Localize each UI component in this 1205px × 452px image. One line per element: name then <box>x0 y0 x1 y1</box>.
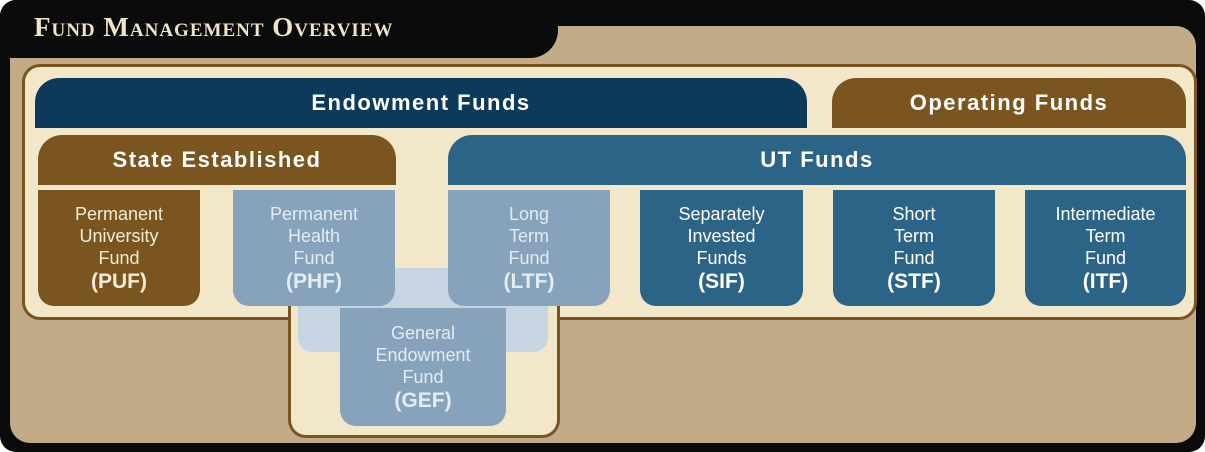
fund-box: Short Term Fund (STF) <box>833 190 995 306</box>
fund-abbr: (ITF) <box>1082 270 1129 293</box>
fund-name-line: Term <box>894 226 934 246</box>
fund-name-line: Fund <box>1084 248 1127 268</box>
fund-name-line: Term <box>509 226 549 246</box>
fund-name-line: Permanent <box>74 204 164 224</box>
fund-name-line: Fund <box>402 367 444 387</box>
fund-box: Separately Invested Funds (SIF) <box>640 190 803 306</box>
fund-box: Intermediate Term Fund (ITF) <box>1025 190 1186 306</box>
fund-name-line: Intermediate <box>1055 204 1156 224</box>
fund-name-line: General <box>390 323 456 343</box>
fund-name-line: Health <box>287 226 341 246</box>
fund-name-line: Term <box>1085 226 1126 246</box>
title-tab <box>0 0 558 58</box>
operating-header: Operating Funds <box>832 78 1186 128</box>
fund-name-line: Fund <box>98 248 140 268</box>
fund-name-line: Fund <box>893 248 935 268</box>
title: Fund Management Overview <box>34 12 394 42</box>
fund-abbr: (PUF) <box>91 270 147 293</box>
state-header: State Established <box>38 135 396 185</box>
fund-box: Permanent University Fund (PUF) <box>38 190 200 306</box>
fund-name-line: Long <box>508 204 550 224</box>
fund-name-line: Short <box>892 204 936 224</box>
endowment-header: Endowment Funds <box>35 78 807 128</box>
fund-abbr: (STF) <box>887 270 941 293</box>
ut-header: UT Funds <box>448 135 1186 185</box>
fund-name-line: University <box>79 226 159 246</box>
fund-name-line: Fund <box>508 248 550 268</box>
fund-name-line: Invested <box>687 226 756 246</box>
fund-box: Permanent Health Fund (PHF) <box>233 190 395 306</box>
fund-abbr: (GEF) <box>394 389 452 412</box>
fund-abbr: (PHF) <box>286 270 342 293</box>
fund-box: General Endowment Fund (GEF) <box>340 308 506 426</box>
fund-box: Long Term Fund (LTF) <box>448 190 610 306</box>
fund-name-line: Permanent <box>269 204 359 224</box>
fund-abbr: (LTF) <box>503 270 555 293</box>
fund-name-line: Endowment <box>375 345 471 365</box>
fund-name-line: Separately <box>678 204 765 224</box>
fund-abbr: (SIF) <box>698 270 745 293</box>
fund-name-line: Fund <box>293 248 335 268</box>
fund-name-line: Funds <box>696 248 747 268</box>
